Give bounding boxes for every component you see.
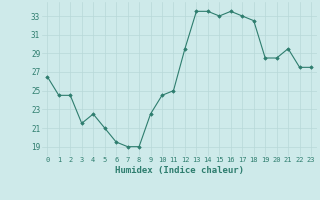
- X-axis label: Humidex (Indice chaleur): Humidex (Indice chaleur): [115, 166, 244, 175]
